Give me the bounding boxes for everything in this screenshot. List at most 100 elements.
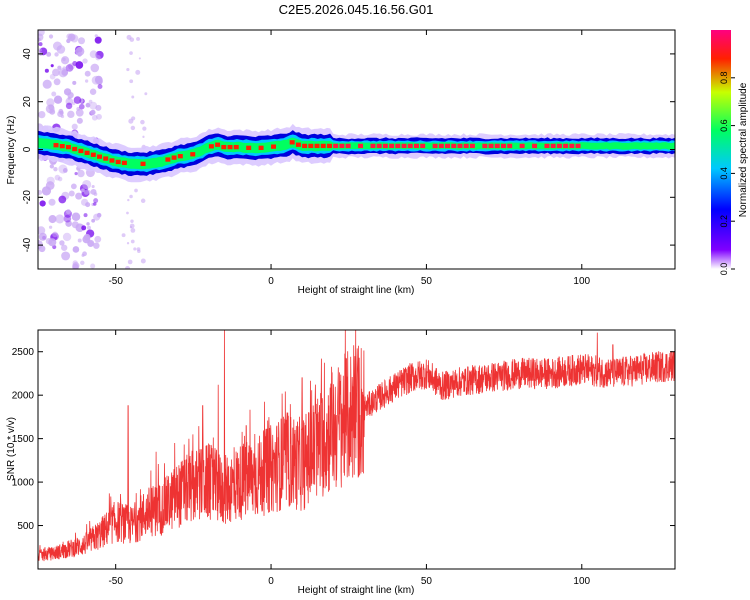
noise-speckle — [81, 225, 87, 231]
noise-speckle — [82, 235, 91, 244]
noise-speckle — [95, 55, 101, 61]
y-tick-label: 1500 — [12, 434, 35, 445]
ridge-core — [208, 144, 214, 149]
noise-speckle — [38, 189, 43, 195]
noise-speckle — [70, 183, 77, 190]
y-tick-label: -20 — [22, 190, 33, 205]
ridge-core — [532, 143, 538, 149]
ridge-core — [438, 143, 444, 149]
ridge-core — [258, 145, 264, 150]
snr-series-line — [38, 330, 675, 562]
noise-speckle — [138, 57, 141, 60]
noise-speckle — [91, 185, 95, 189]
ridge-core — [97, 154, 103, 159]
noise-speckle — [133, 247, 137, 251]
noise-speckle — [130, 228, 136, 233]
ridge-core — [177, 154, 183, 159]
noise-speckle — [77, 169, 85, 178]
noise-speckle — [59, 240, 65, 246]
noise-speckle — [61, 251, 71, 261]
ridge-core — [84, 150, 90, 155]
noise-speckle — [129, 51, 133, 55]
colorbar-tick-label: 0.0 — [719, 263, 729, 276]
ridge-core — [65, 144, 71, 150]
noise-speckle — [126, 242, 130, 245]
ridge-core — [345, 143, 351, 149]
spectrogram-ylabel: Frequency (Hz) — [6, 116, 17, 185]
x-tick-label: 0 — [268, 576, 274, 587]
noise-speckle — [97, 84, 103, 89]
ridge-core — [395, 143, 401, 149]
noise-speckle — [94, 36, 102, 44]
noise-speckle — [62, 168, 68, 173]
noise-speckle — [58, 195, 67, 204]
y-tick-label: 40 — [22, 48, 33, 60]
ridge-core — [271, 144, 277, 149]
ridge-core — [575, 143, 581, 149]
ridge-core — [457, 143, 463, 149]
ridge-core — [370, 143, 376, 149]
noise-speckle — [62, 57, 66, 62]
ridge-core — [295, 142, 301, 147]
noise-speckle — [140, 119, 145, 125]
noise-speckle — [72, 246, 80, 253]
noise-speckle — [46, 176, 55, 185]
noise-speckle — [38, 110, 46, 119]
ridge-core — [103, 156, 109, 161]
noise-speckle — [44, 68, 49, 73]
noise-speckle — [86, 222, 90, 226]
noise-speckle — [38, 232, 47, 241]
colorbar-tick-label: 0.4 — [719, 167, 729, 180]
snr-axes: -50 0 50 100 500 1000 1500 2000 2500 — [12, 330, 675, 587]
noise-speckle — [65, 209, 71, 215]
noise-speckle — [59, 110, 64, 115]
noise-speckle — [57, 176, 63, 182]
noise-speckle — [73, 96, 82, 104]
ridge-core — [289, 140, 295, 145]
noise-speckle — [53, 166, 58, 172]
noise-speckle — [38, 42, 43, 47]
noise-speckle — [45, 237, 53, 245]
noise-speckle — [80, 260, 85, 266]
noise-speckle — [68, 190, 75, 197]
noise-speckle — [126, 67, 130, 72]
noise-speckle — [57, 65, 62, 70]
ridge-core — [569, 143, 575, 149]
ridge-core — [302, 143, 308, 149]
ridge-core — [420, 143, 426, 149]
ridge-core — [90, 152, 96, 157]
noise-speckle — [38, 245, 46, 253]
noise-speckle — [46, 51, 52, 57]
noise-speckle — [71, 221, 79, 229]
ridge-core — [469, 143, 475, 149]
noise-speckle — [130, 125, 136, 131]
noise-speckle — [128, 118, 134, 124]
ridge-band-inner — [38, 137, 675, 170]
noise-speckle — [77, 52, 82, 57]
noise-speckle — [131, 95, 135, 99]
ridge-core — [389, 143, 395, 149]
colorbar-tick-label: 0.2 — [719, 215, 729, 228]
snr-xlabel: Height of straight line (km) — [298, 585, 415, 596]
ridge-core — [165, 157, 171, 162]
colorbar-axes: 0.0 0.2 0.4 0.6 0.8 — [719, 72, 735, 276]
noise-speckle — [140, 198, 146, 204]
noise-speckle — [65, 64, 74, 72]
noise-speckle — [75, 192, 83, 200]
noise-speckle — [75, 61, 84, 69]
noise-speckle — [48, 215, 57, 224]
snr-ylabel: SNR (10 * v/v) — [6, 417, 17, 481]
snr-panel: -50 0 50 100 500 1000 1500 2000 2500 Height of s… — [6, 329, 676, 596]
noise-speckle — [65, 220, 72, 227]
colorbar: 0.0 0.2 0.4 0.6 0.8 Normalized spectral ampl… — [711, 30, 749, 275]
snr-plot-area — [38, 330, 675, 562]
noise-speckle — [54, 52, 59, 57]
noise-speckle — [72, 80, 77, 85]
noise-speckle — [142, 135, 145, 138]
noise-speckle — [78, 103, 85, 110]
noise-speckle — [90, 263, 96, 269]
ridge-core — [221, 144, 227, 150]
noise-speckle — [65, 102, 73, 110]
noise-speckle — [71, 212, 81, 222]
